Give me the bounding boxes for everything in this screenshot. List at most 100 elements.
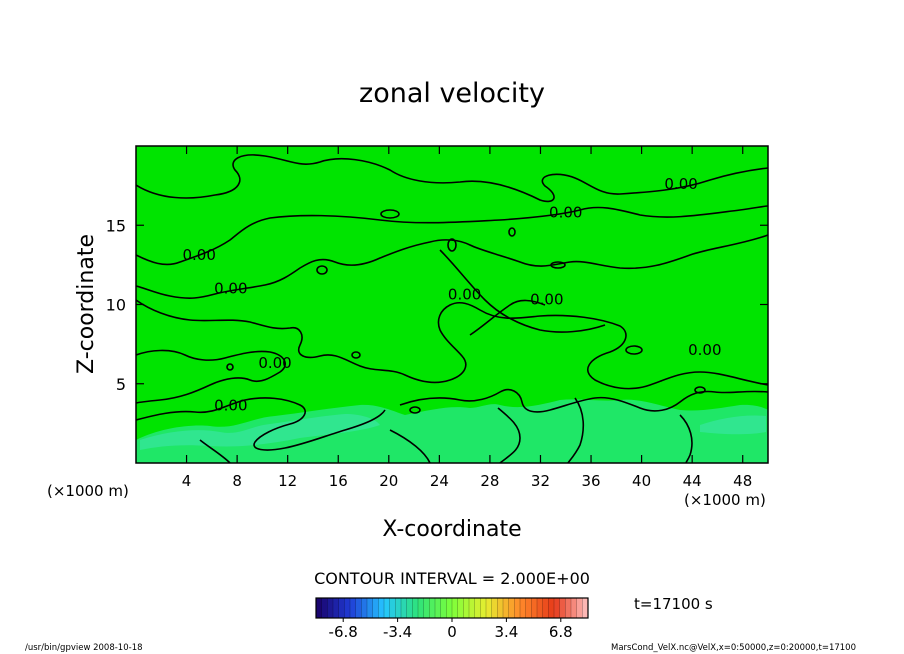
contour-line [136, 299, 768, 390]
colorbar-cell [497, 598, 504, 618]
contour-line [439, 249, 606, 333]
contour-label: 0.00 [688, 341, 721, 359]
y-tick-label: 10 [106, 296, 126, 315]
colorbar-cell [429, 598, 436, 618]
x-axis: 4 8 12 16 20 24 28 32 36 40 44 48 [182, 146, 752, 490]
colorbar-cell [316, 598, 323, 618]
contour-line [469, 299, 546, 336]
colorbar-cell [435, 598, 442, 618]
colorbar-cell [423, 598, 430, 618]
colorbar-cell [446, 598, 453, 618]
colorbar-cell [537, 598, 544, 618]
x-tick-label: 4 [182, 472, 192, 490]
footer-source: MarsCond_VelX.nc@VelX,x=0:50000,z=0:2000… [611, 643, 856, 653]
colorbar-tick-label: 3.4 [494, 623, 518, 641]
x-tick-label: 24 [430, 472, 449, 490]
colorbar-cell [440, 598, 447, 618]
negative-velocity-core [140, 414, 766, 450]
colorbar-cell [559, 598, 566, 618]
contour-line [497, 397, 693, 463]
contour-label: 0.00 [664, 175, 697, 193]
chart-title: zonal velocity [359, 78, 545, 109]
colorbar-cell [321, 598, 328, 618]
colorbar-cell [486, 598, 493, 618]
colorbar-cell [395, 598, 402, 618]
x-axis-label: X-coordinate [382, 517, 521, 542]
colorbar-cell [378, 598, 385, 618]
colorbar-cell [367, 598, 374, 618]
colorbar-cell [576, 598, 583, 618]
contour-line [199, 429, 431, 463]
low-velocity-layer [136, 399, 768, 463]
x-tick-label: 16 [329, 472, 348, 490]
contour-line [351, 351, 361, 359]
colorbar-cell [514, 598, 521, 618]
colorbar-cell [480, 598, 487, 618]
contour-label: 0.00 [258, 354, 291, 372]
negative-velocity-region [136, 399, 768, 463]
colorbar-cell [491, 598, 498, 618]
y-axis-label: Z-coordinate [74, 234, 99, 374]
colorbar-cell [406, 598, 413, 618]
y-tick-label: 5 [116, 375, 126, 394]
x-tick-label: 8 [232, 472, 242, 490]
contour-label: 0.00 [214, 397, 247, 415]
colorbar-tick-label: -6.8 [329, 623, 358, 641]
colorbar-tick-label: 6.8 [549, 623, 573, 641]
colorbar-cell [582, 598, 589, 618]
colorbar-cell [525, 598, 532, 618]
contour-line [136, 205, 768, 266]
colorbar-cell [327, 598, 334, 618]
colorbar-cell [457, 598, 464, 618]
contour-lines [136, 154, 768, 463]
colorbar-cell [474, 598, 481, 618]
colorbar-cell [531, 598, 538, 618]
x-tick-label: 20 [379, 472, 398, 490]
colorbar-cell [401, 598, 408, 618]
colorbar-cell [361, 598, 368, 618]
colorbar-cell [542, 598, 549, 618]
y-axis: 5 10 15 [106, 216, 768, 394]
contour-line [625, 345, 643, 355]
x-tick-label: 44 [683, 472, 702, 490]
colorbar-cell [384, 598, 391, 618]
colorbar-cell [548, 598, 555, 618]
colorbar-cell [503, 598, 510, 618]
colorbar-cells [315, 598, 589, 618]
contour-line [508, 227, 516, 237]
time-label: t=17100 s [634, 595, 713, 613]
colorbar-cell [355, 598, 362, 618]
contour-line [136, 349, 286, 404]
contour-label: 0.00 [549, 203, 582, 221]
contour-line [136, 397, 386, 451]
contour-line [694, 386, 706, 394]
colorbar-cell [418, 598, 425, 618]
colorbar-cell [389, 598, 396, 618]
footer-program: /usr/bin/gpview 2008-10-18 [25, 643, 143, 653]
contour-line [399, 388, 768, 413]
colorbar-tick-label: 0 [447, 623, 457, 641]
colorbar-cell [571, 598, 578, 618]
colorbar-cell [338, 598, 345, 618]
colorbar-tick-label: -3.4 [383, 623, 412, 641]
x-axis-unit-left: (×1000 m) [47, 482, 129, 500]
contour-line [447, 238, 457, 252]
x-tick-label: 40 [632, 472, 651, 490]
x-tick-label: 28 [480, 472, 499, 490]
contour-line [226, 363, 234, 371]
colorbar-ticks: -6.8 -3.4 0 3.4 6.8 [329, 618, 573, 641]
x-tick-label: 48 [733, 472, 752, 490]
contour-line [136, 234, 768, 299]
contour-label: 0.00 [182, 246, 215, 264]
x-axis-unit-right: (×1000 m) [684, 491, 766, 509]
contour-line [409, 406, 421, 414]
contour-line [380, 209, 400, 219]
contour-line [316, 265, 328, 275]
y-tick-label: 15 [106, 216, 126, 235]
contour-interval-label: CONTOUR INTERVAL = 2.000E+00 [314, 569, 590, 588]
contour-label: 0.00 [530, 291, 563, 309]
colorbar-cell [344, 598, 351, 618]
colorbar-cell [372, 598, 379, 618]
plot-area: 0.00 0.00 0.00 0.00 0.00 0.00 0.00 0.00 0.00 [135, 145, 769, 464]
